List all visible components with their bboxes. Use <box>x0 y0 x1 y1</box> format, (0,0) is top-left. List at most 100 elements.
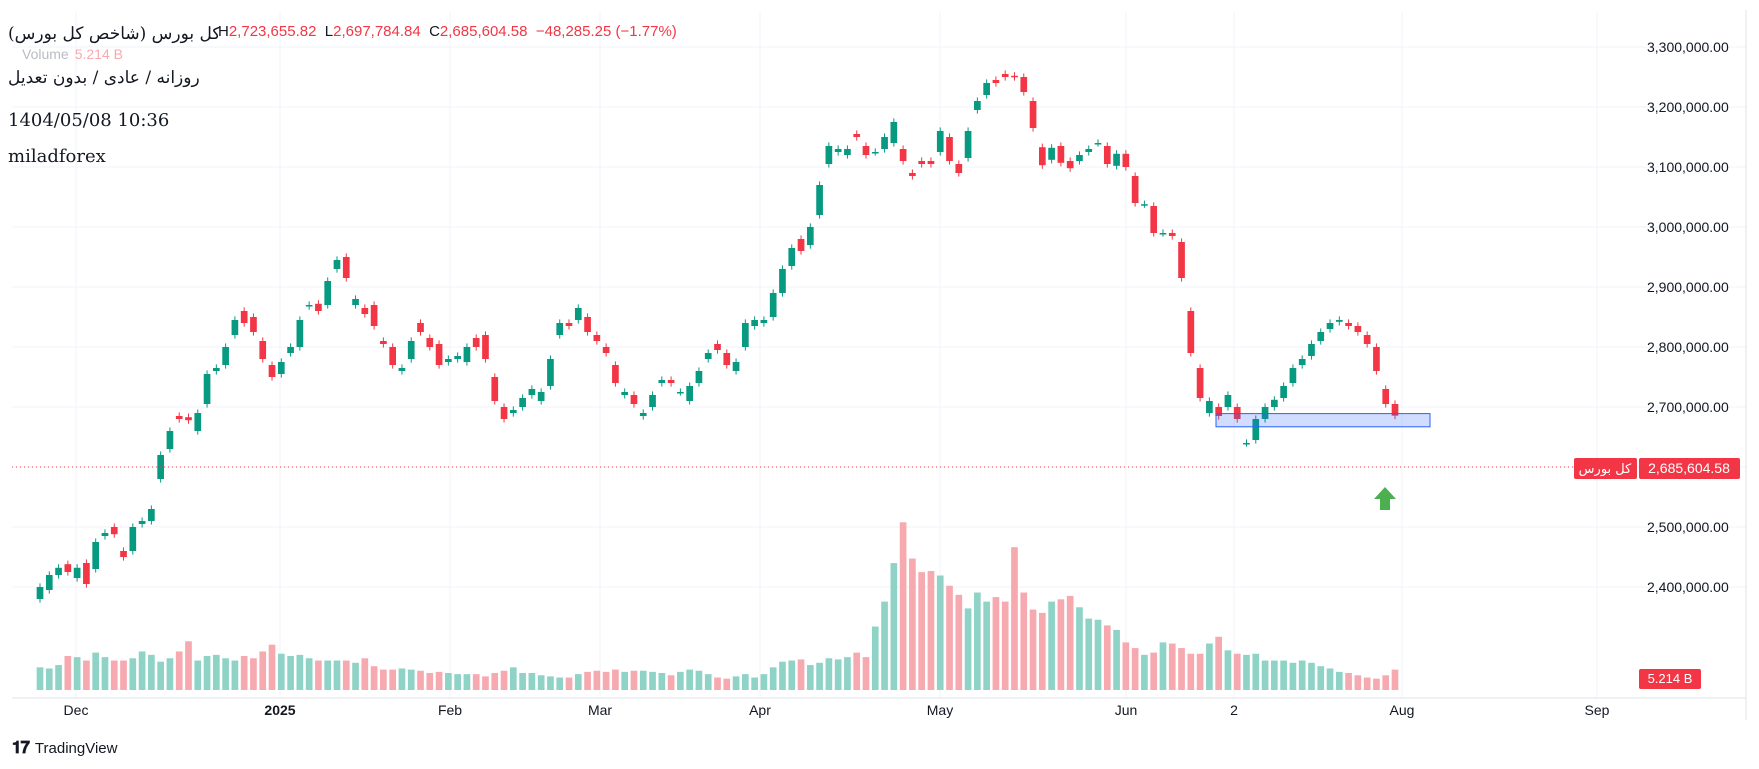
candle-body <box>500 407 508 419</box>
datetime-label: 1404/05/08 10:36 <box>8 110 170 131</box>
volume-bar <box>83 660 90 690</box>
volume-bar <box>482 676 489 690</box>
volume-bar <box>1345 673 1352 690</box>
volume-bar <box>1280 660 1287 690</box>
candle-body <box>890 122 898 143</box>
volume-bar <box>64 656 72 690</box>
candle-body <box>445 359 452 362</box>
candle-body <box>203 374 211 404</box>
candle-body <box>686 386 693 401</box>
candle-body <box>1187 311 1195 353</box>
volume-bar <box>1187 653 1195 690</box>
candle-body <box>1103 146 1111 164</box>
up-arrow-icon <box>1374 487 1396 510</box>
volume-bar <box>1048 601 1055 690</box>
candle-body <box>110 527 118 535</box>
volume-bar <box>1113 629 1120 690</box>
volume-bar <box>509 667 517 690</box>
volume-bar <box>890 563 898 690</box>
candle-body <box>1326 323 1334 329</box>
candle-body <box>55 567 62 575</box>
volume-bar <box>677 671 684 690</box>
close-value: 2,685,604.58 <box>439 23 528 40</box>
candle-body <box>491 377 499 401</box>
candle-body <box>927 161 935 164</box>
volume-tag-box <box>1639 669 1701 689</box>
low-value: 2,697,784.84 <box>333 23 421 40</box>
candles <box>36 70 1399 603</box>
volume-bar <box>129 658 137 690</box>
candle-body <box>704 353 712 359</box>
candle-body <box>537 392 545 401</box>
support-zone-box[interactable] <box>1215 413 1431 428</box>
candle-body <box>1335 320 1343 322</box>
volume-bar <box>472 674 480 690</box>
candle-body <box>268 365 276 377</box>
candle-body <box>83 563 90 584</box>
volume-bar <box>584 671 591 690</box>
volume-bar <box>797 659 805 690</box>
volume-bar <box>1308 662 1315 690</box>
candle-body <box>658 380 666 383</box>
candle-body <box>259 341 267 359</box>
candle-body <box>816 185 823 215</box>
volume-bar <box>788 660 796 690</box>
candle-body <box>1233 407 1241 419</box>
support-zone[interactable] <box>1215 413 1431 428</box>
volume-bar <box>250 658 257 690</box>
volume-bar <box>231 660 239 690</box>
candle-body <box>677 392 684 394</box>
volume-bar <box>1122 642 1130 690</box>
volume-bar <box>398 668 406 690</box>
volume-bar <box>992 597 1000 690</box>
volume-bar <box>927 571 935 690</box>
candle-body <box>974 101 981 110</box>
candle-body <box>1391 404 1399 416</box>
volume-bar <box>714 677 721 690</box>
volume-bar <box>825 658 833 690</box>
volume-bar <box>287 656 294 690</box>
candle-body <box>407 341 415 359</box>
volume-bar <box>203 656 211 690</box>
candle-body <box>909 173 916 176</box>
candle-body <box>148 509 155 521</box>
candle-body <box>1057 146 1065 163</box>
candle-body <box>1289 368 1297 383</box>
volume-bar <box>1363 677 1371 690</box>
candle-body <box>853 134 861 137</box>
volume-bar <box>695 670 703 690</box>
volume-bar <box>946 585 953 690</box>
volume-bar <box>426 673 434 690</box>
candle-body <box>612 365 619 383</box>
volume-legend-value: 5.214 B <box>74 46 123 62</box>
volume-bar <box>407 669 415 690</box>
volume-bar <box>1103 625 1111 690</box>
candle-body <box>194 413 202 431</box>
volume-bar <box>1020 592 1028 690</box>
tradingview-branding[interactable]: 𝟏𝟕 TradingView <box>12 738 117 758</box>
candle-body <box>899 149 907 161</box>
candle-body <box>1224 395 1232 407</box>
candle-body <box>1271 399 1278 407</box>
candle-body <box>742 323 749 347</box>
gridlines <box>12 12 1746 698</box>
volume-bar <box>936 575 944 690</box>
time-tick-label: Sep <box>1585 702 1610 718</box>
volume-bar <box>463 674 471 690</box>
volume-bar <box>342 660 350 690</box>
candle-body <box>435 344 443 365</box>
candle-body <box>862 146 870 155</box>
candle-body <box>92 542 100 569</box>
candle-body <box>398 368 406 371</box>
volume-bar <box>120 660 127 690</box>
candle-body <box>1168 233 1176 236</box>
volume-bar <box>565 677 573 690</box>
volume-bar <box>212 654 220 690</box>
volume-bar <box>315 660 322 690</box>
candle-body <box>370 305 378 326</box>
time-tick-label: 2 <box>1230 702 1238 718</box>
candle-body <box>1373 347 1380 371</box>
volume-bar <box>1252 653 1260 690</box>
